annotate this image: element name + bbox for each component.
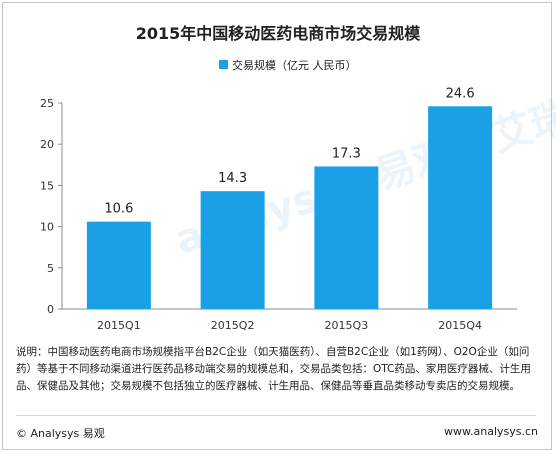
legend-label: 交易规模（亿元 人民币） bbox=[232, 58, 357, 72]
bar-value-label: 24.6 bbox=[446, 86, 475, 101]
y-tick-labels: 0 5 10 15 20 25 bbox=[40, 97, 62, 316]
bar-value-label: 17.3 bbox=[332, 146, 361, 161]
x-category-label: 2015Q3 bbox=[325, 319, 369, 332]
copyright: © Analysys 易观 bbox=[16, 427, 105, 440]
y-tick-label: 5 bbox=[47, 262, 54, 275]
y-tick-label: 25 bbox=[40, 97, 54, 110]
bars: 10.6 2015Q1 14.3 2015Q2 17.3 2015Q3 24.6 2015Q4 bbox=[86, 86, 493, 332]
y-tick-label: 15 bbox=[40, 179, 54, 192]
legend-swatch bbox=[219, 60, 228, 69]
x-category-label: 2015Q1 bbox=[97, 319, 141, 332]
y-tick-label: 0 bbox=[47, 303, 54, 316]
x-category-label: 2015Q4 bbox=[438, 319, 482, 332]
bar bbox=[200, 191, 265, 309]
bar-value-label: 10.6 bbox=[104, 202, 133, 217]
bar bbox=[86, 221, 151, 309]
x-category-label: 2015Q2 bbox=[211, 319, 255, 332]
bar-value-label: 14.3 bbox=[218, 171, 247, 186]
website: www.analysys.cn bbox=[444, 425, 538, 438]
y-tick-label: 10 bbox=[40, 221, 54, 234]
bar bbox=[314, 166, 379, 309]
chart-title: 2015年中国移动医药电商市场交易规模 bbox=[136, 24, 422, 43]
chart-note: 说明：中国移动医药电商市场规模指平台B2C企业（如天猫医药）、自营B2C企业（如… bbox=[16, 346, 531, 392]
y-tick-label: 20 bbox=[40, 138, 54, 151]
footer-divider bbox=[16, 415, 536, 416]
bar bbox=[428, 106, 493, 310]
